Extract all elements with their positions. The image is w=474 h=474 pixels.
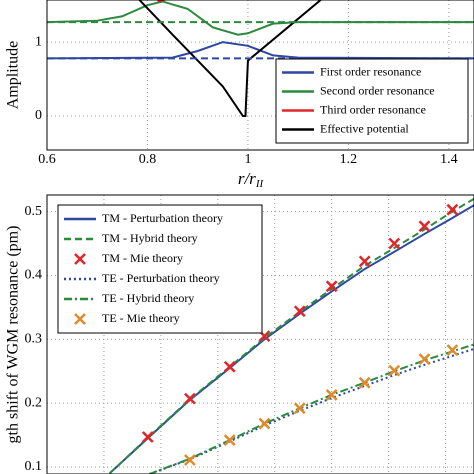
marker <box>388 237 401 250</box>
legend-label: Second order resonance <box>320 83 435 97</box>
legend-label: Third order resonance <box>320 102 426 116</box>
y-tick-label: 0.3 <box>25 332 43 347</box>
axes-frame <box>46 194 474 474</box>
legend-label: TM - Mie theory <box>102 251 183 265</box>
y-axis-label: gth shift of WGM resonance (pm) <box>5 226 22 444</box>
x-tick-label: 0.6 <box>38 152 56 167</box>
chart: 0.6 0.8 1 1.2 1.4 0 1 Amplitude r/rII First order… <box>5 0 474 190</box>
legend-label: First order resonance <box>320 64 421 78</box>
line <box>138 0 323 118</box>
legend-swatch <box>74 253 86 265</box>
y-tick-label: 0 <box>35 108 42 123</box>
y-tick-label: 0.5 <box>25 204 43 219</box>
marker <box>358 376 371 389</box>
marker <box>223 360 236 373</box>
plot-area <box>108 197 474 474</box>
y-axis-label: Amplitude <box>5 41 22 109</box>
legend-label: TE - Perturbation theory <box>102 271 220 285</box>
line <box>149 347 474 474</box>
x-axis-label-main: r/r <box>238 169 256 188</box>
marker <box>184 392 196 405</box>
marker <box>358 255 371 268</box>
marker <box>258 417 271 430</box>
line <box>149 343 474 474</box>
line <box>47 41 474 60</box>
x-axis-label: r/rII <box>238 169 265 190</box>
x-tick-label: 1 <box>244 152 251 167</box>
plot-area <box>47 0 474 118</box>
legend: TM - Perturbation theory TM - Hybrid theo… <box>57 204 263 334</box>
y-tick-label: 1 <box>35 34 42 49</box>
marker <box>293 305 306 318</box>
legend-label: TE - Mie theory <box>102 311 180 325</box>
y-tick-label: 0.4 <box>25 268 43 283</box>
marker <box>446 344 459 357</box>
x-tick-label: 1.4 <box>440 152 458 167</box>
legend-swatch <box>74 313 86 325</box>
marker <box>418 353 431 365</box>
marker <box>184 454 196 466</box>
y-tick-label: 0.1 <box>25 459 43 474</box>
x-tick-label: 1.2 <box>340 152 358 167</box>
legend-box <box>57 204 263 334</box>
y-tick-label: 0.2 <box>25 395 43 410</box>
marker <box>223 434 236 447</box>
axes-frame <box>46 0 474 151</box>
legend-label: TE - Hybrid theory <box>102 291 194 305</box>
x-axis-label-sub: II <box>255 178 265 190</box>
legend: First order resonance Second order resona… <box>275 58 469 144</box>
x-tick-label: 0.8 <box>139 152 157 167</box>
marker <box>388 364 401 377</box>
marker <box>293 402 306 415</box>
line <box>108 197 474 474</box>
marker <box>325 388 338 401</box>
line <box>47 0 474 36</box>
marker <box>325 280 338 293</box>
legend-label: TM - Hybrid theory <box>102 231 198 245</box>
marker <box>418 220 431 233</box>
marker <box>141 431 154 443</box>
marker <box>446 203 459 216</box>
legend-label: TM - Perturbation theory <box>102 211 223 225</box>
legend-label: Effective potential <box>320 121 409 135</box>
